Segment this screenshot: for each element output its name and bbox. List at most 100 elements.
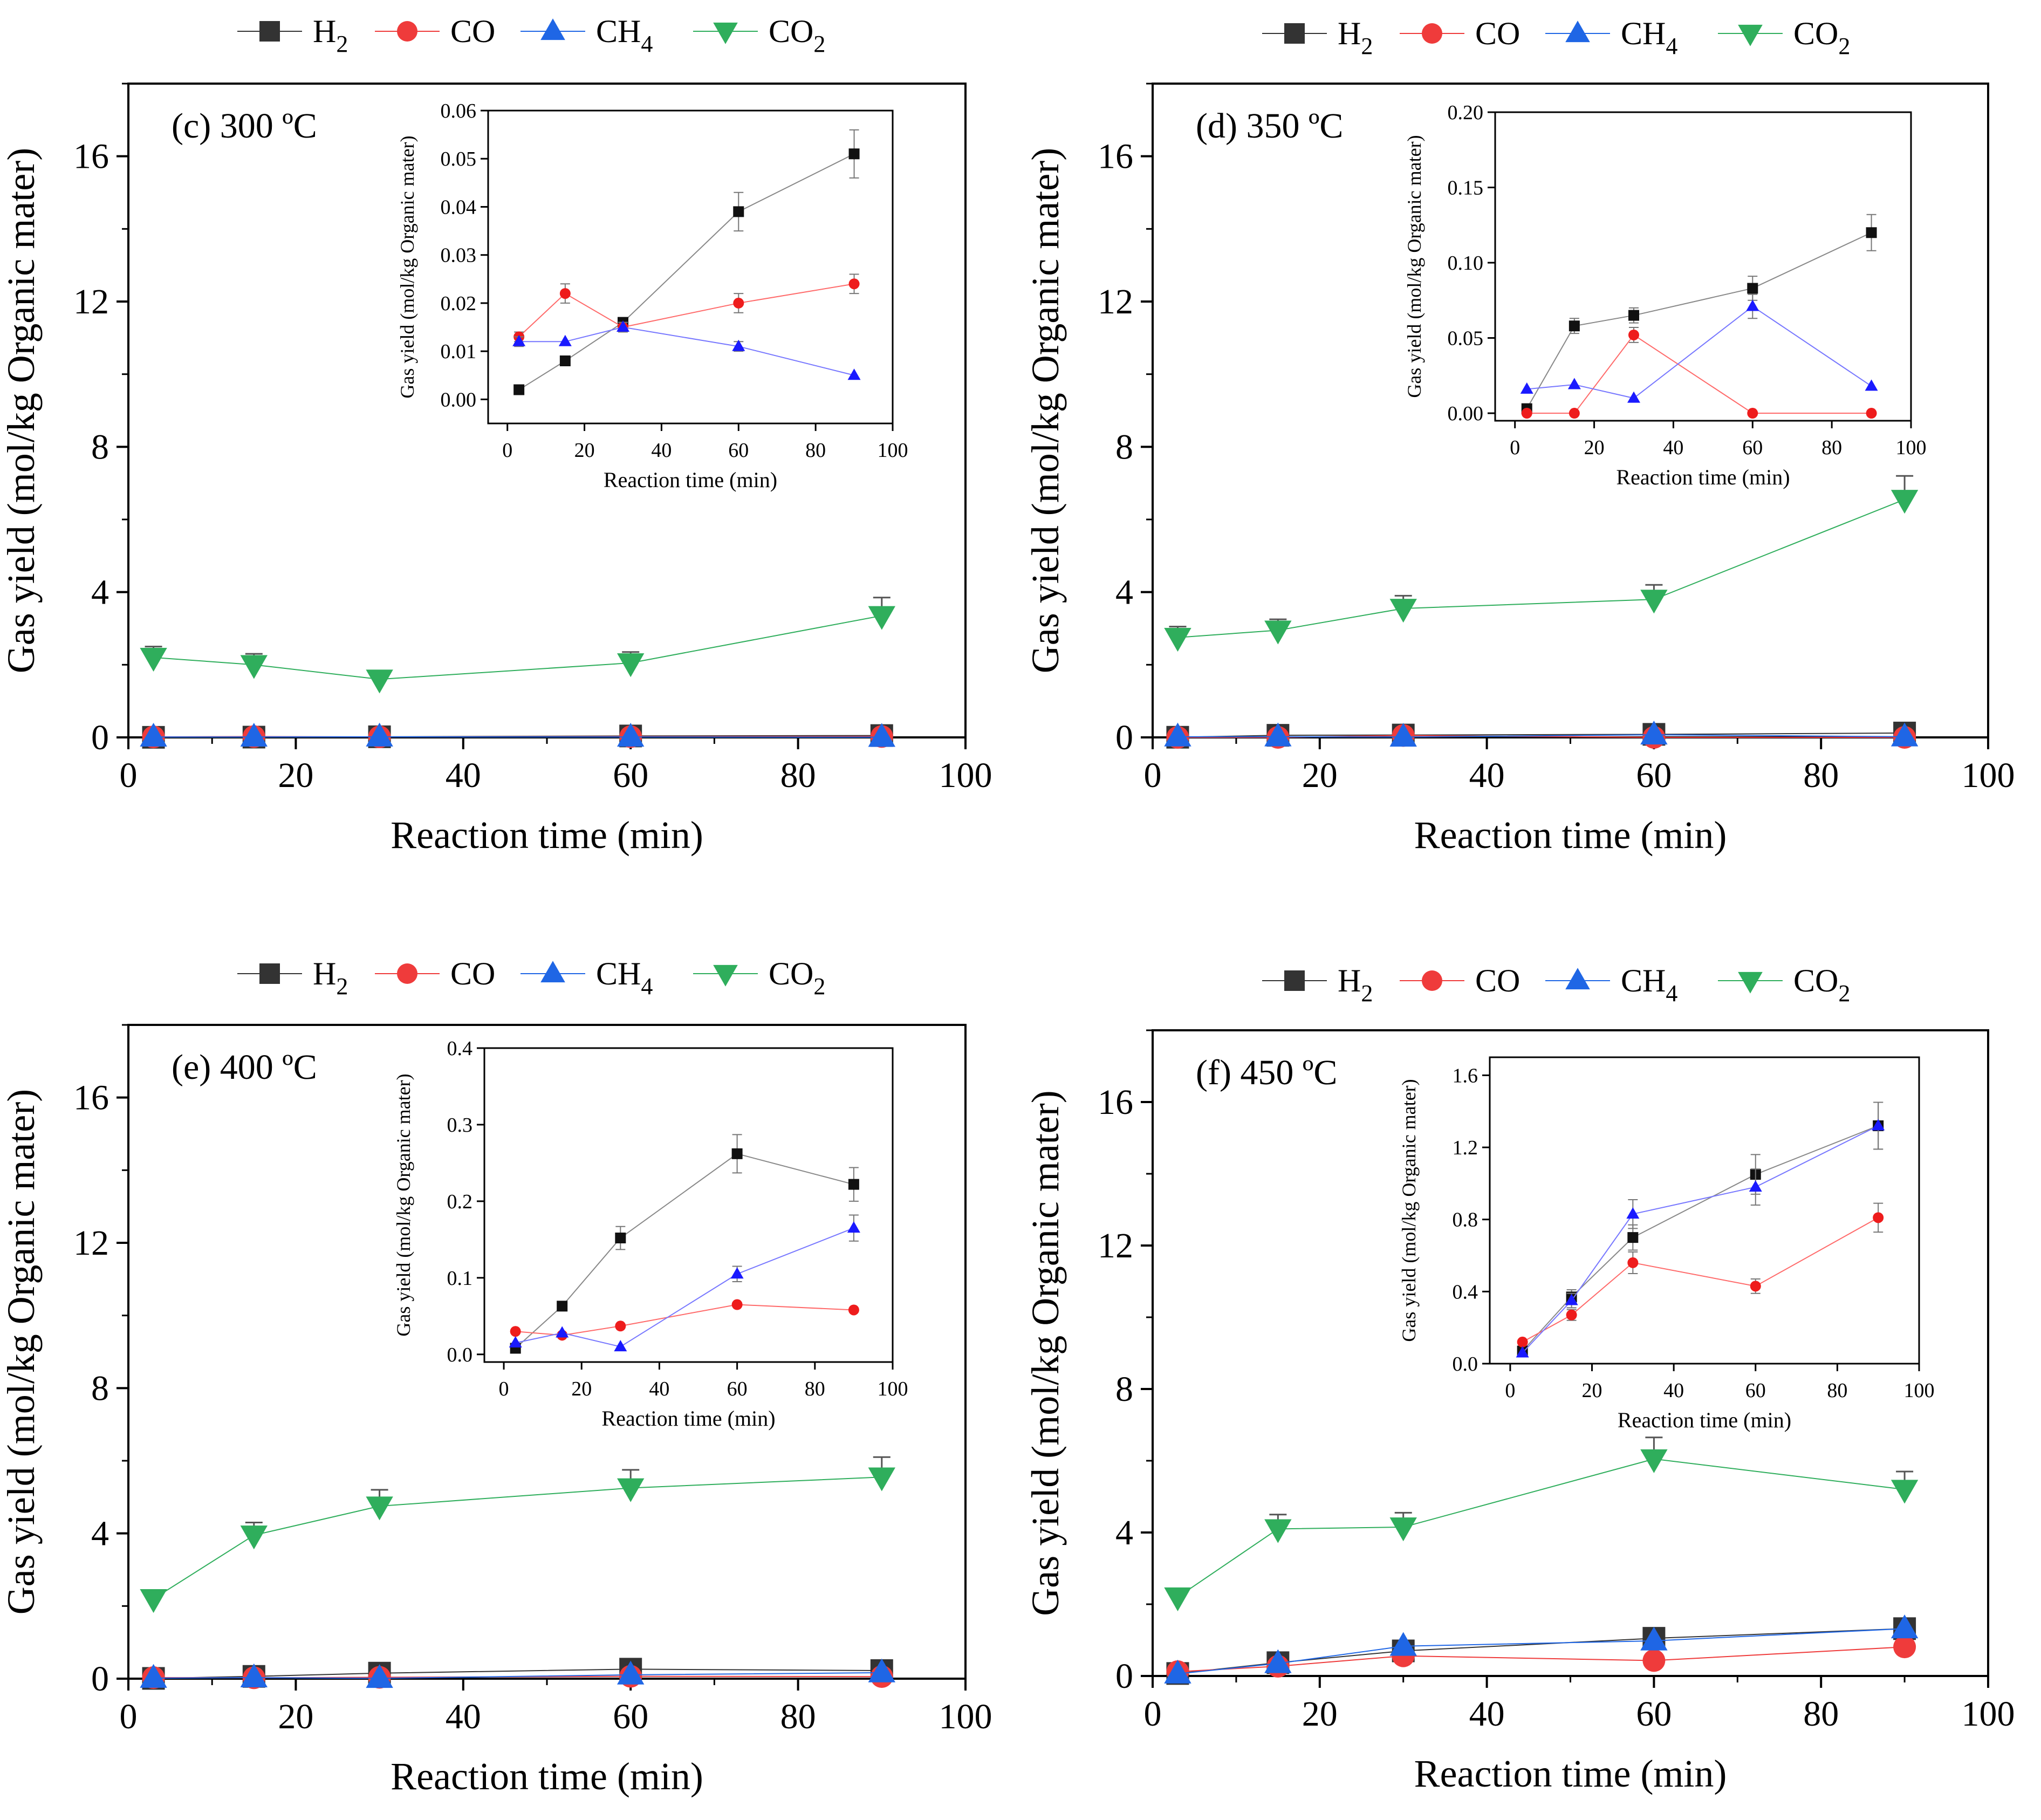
data-point-ch4: [617, 723, 645, 747]
legend-name: CO: [1793, 16, 1838, 51]
inset-x-axis-label: Reaction time (min): [604, 468, 777, 492]
inset-series-co: [1521, 327, 1877, 419]
y-axis-label: Gas yield (mol/kg Organic mater): [1024, 148, 1067, 673]
legend-subscript: 2: [336, 973, 348, 1000]
inset-y-tick-label: 0.01: [441, 340, 477, 363]
legend-name: H: [1338, 963, 1361, 998]
legend-marker-co2: [713, 22, 738, 44]
inset-x-axis-label: Reaction time (min): [601, 1406, 775, 1431]
legend-name: CO: [1475, 963, 1520, 998]
data-point-ch4: [366, 1664, 393, 1688]
inset-data-point-ch4: [556, 1326, 569, 1338]
inset-data-point-h2: [513, 384, 525, 395]
legend-marker-co2: [1738, 24, 1763, 46]
x-tick-label: 0: [120, 1697, 138, 1736]
legend-name: H: [313, 13, 336, 49]
inset-data-point-h2: [1627, 1232, 1639, 1243]
data-point-ch4: [1389, 723, 1417, 747]
inset-y-tick-label: 0.8: [1453, 1209, 1478, 1231]
inset-x-tick-label: 60: [1742, 436, 1763, 459]
legend-marker-ch4: [540, 18, 565, 40]
inset-data-point-ch4: [732, 339, 745, 351]
inset-y-tick-label: 0.02: [441, 292, 477, 315]
legend-label-ch4: CH4: [1621, 16, 1677, 59]
inset-y-tick-label: 1.2: [1453, 1137, 1478, 1159]
legend-label-co2: CO2: [769, 13, 825, 57]
data-point-co2: [140, 648, 167, 672]
inset-data-point-ch4: [1872, 1119, 1885, 1131]
legend-marker-h2: [1284, 23, 1305, 44]
inset-data-point-ch4: [558, 334, 572, 346]
inset: 0 20 40 60 80 100 0.0 0.1 0.2 0.3 0.4 Reaction time…: [393, 1037, 908, 1431]
legend-label-h2: H2: [313, 13, 348, 57]
inset-data-point-h2: [848, 1179, 859, 1190]
inset-y-axis-label: Gas yield (mol/kg Organic mater): [1403, 135, 1425, 398]
legend-label-co: CO: [450, 13, 495, 49]
x-tick-label: 20: [1302, 756, 1338, 795]
legend-marker-co: [397, 963, 417, 984]
x-tick-label: 60: [613, 1697, 648, 1736]
legend-label-co: CO: [1475, 963, 1520, 998]
inset-x-tick-label: 60: [727, 1378, 748, 1400]
inset-data-point-ch4: [509, 1336, 522, 1348]
inset-data-point-co: [1566, 1309, 1577, 1320]
data-point-co: [1893, 1636, 1916, 1659]
inset-y-axis-label: Gas yield (mol/kg Organic mater): [1398, 1079, 1420, 1342]
inset-y-tick-label: 1.6: [1453, 1064, 1478, 1087]
y-tick-label: 12: [1098, 282, 1133, 321]
inset-data-point-co: [1627, 1257, 1639, 1268]
x-tick-label: 60: [1636, 756, 1672, 795]
inset-data-point-co: [848, 278, 860, 290]
legend-name: CH: [1621, 16, 1666, 51]
panel-label: (c) 300 ºC: [172, 106, 317, 146]
legend-subscript: 2: [813, 31, 825, 57]
inset-series-ch4: [512, 320, 861, 380]
legend-subscript: 2: [1838, 33, 1850, 59]
inset-series-co: [1517, 1202, 1884, 1347]
x-tick-label: 80: [1803, 756, 1839, 795]
y-tick-label: 8: [91, 1369, 109, 1408]
legend-subscript: 4: [1666, 33, 1677, 59]
panel-label: (d) 350 ºC: [1196, 106, 1343, 146]
inset-series-ch4: [1516, 1101, 1885, 1358]
inset-data-point-co: [733, 297, 744, 309]
inset-data-point-ch4: [1567, 378, 1581, 389]
data-point-ch4: [1164, 1659, 1191, 1684]
y-tick-label: 4: [1115, 1513, 1133, 1552]
x-tick-label: 40: [1469, 756, 1505, 795]
y-tick-label: 16: [1098, 1083, 1133, 1122]
legend-name: CH: [596, 956, 641, 991]
legend: H2 CO CH4 CO2: [1262, 16, 1850, 59]
data-point-co2: [1389, 1517, 1417, 1542]
inset-x-tick-label: 80: [1827, 1379, 1847, 1402]
inset-x-tick-label: 60: [728, 439, 749, 462]
inset-x-tick-label: 40: [649, 1378, 669, 1400]
data-point-ch4: [1891, 1614, 1919, 1639]
inset-y-tick-label: 0.00: [441, 388, 477, 411]
data-point-ch4: [1389, 1632, 1417, 1656]
legend-marker-co: [397, 21, 417, 42]
x-tick-label: 20: [278, 1697, 313, 1736]
inset-data-point-co: [1569, 408, 1580, 419]
series-line-co2: [1177, 1458, 1905, 1598]
data-point-ch4: [868, 1658, 895, 1682]
inset-data-point-ch4: [614, 1340, 627, 1352]
data-point-ch4: [1640, 1626, 1668, 1651]
inset-data-point-co: [1866, 408, 1877, 419]
inset-x-tick-label: 20: [571, 1378, 592, 1400]
inset-x-tick-label: 20: [574, 439, 595, 462]
inset-x-tick-label: 40: [651, 439, 672, 462]
y-axis-label: Gas yield (mol/kg Organic mater): [1024, 1090, 1067, 1616]
inset-data-point-ch4: [847, 368, 861, 380]
inset-data-point-co: [1521, 408, 1532, 419]
data-point-co2: [240, 1525, 268, 1550]
inset-x-tick-label: 100: [1904, 1379, 1935, 1402]
x-tick-label: 100: [939, 756, 992, 795]
x-tick-label: 0: [120, 756, 138, 795]
inset-y-tick-label: 0.4: [1453, 1281, 1478, 1303]
x-tick-label: 40: [446, 1697, 481, 1736]
legend-marker-h2: [259, 963, 280, 984]
data-point-ch4: [1264, 1649, 1292, 1673]
legend-marker-ch4: [1565, 968, 1590, 990]
